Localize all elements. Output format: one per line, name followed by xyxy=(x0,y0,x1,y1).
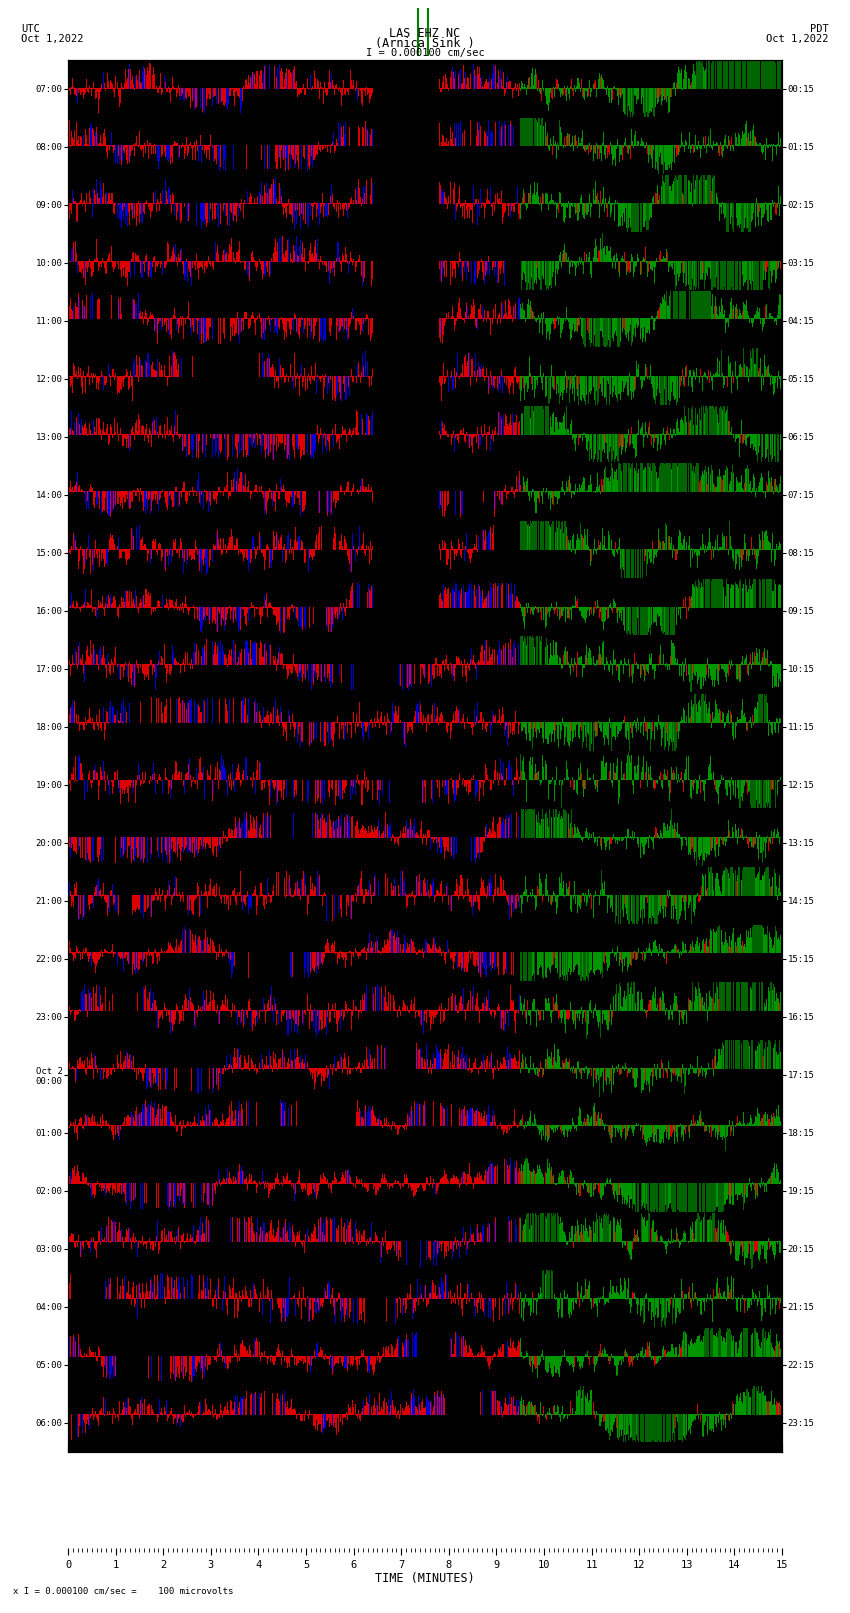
Text: LAS EHZ NC: LAS EHZ NC xyxy=(389,27,461,40)
Text: Oct 1,2022: Oct 1,2022 xyxy=(766,34,829,44)
Text: (Arnica Sink ): (Arnica Sink ) xyxy=(375,37,475,50)
X-axis label: TIME (MINUTES): TIME (MINUTES) xyxy=(375,1571,475,1584)
Text: x I = 0.000100 cm/sec =    100 microvolts: x I = 0.000100 cm/sec = 100 microvolts xyxy=(13,1587,233,1595)
Text: UTC: UTC xyxy=(21,24,40,34)
Text: I = 0.000100 cm/sec: I = 0.000100 cm/sec xyxy=(366,48,484,58)
Text: Oct 1,2022: Oct 1,2022 xyxy=(21,34,84,44)
Text: PDT: PDT xyxy=(810,24,829,34)
